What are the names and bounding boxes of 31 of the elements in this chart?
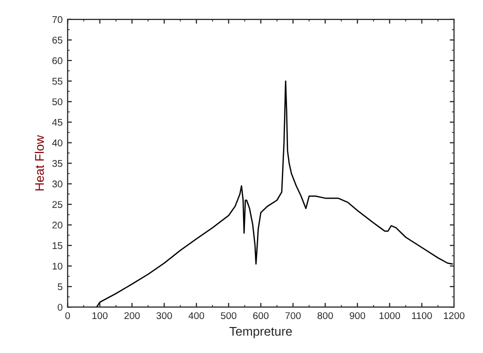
y-tick-label: 70 bbox=[52, 16, 62, 24]
x-tick-label: 600 bbox=[253, 312, 269, 320]
y-tick-label: 10 bbox=[52, 262, 62, 270]
y-tick-label: 25 bbox=[52, 201, 62, 208]
y-tick-label: 65 bbox=[52, 36, 62, 44]
x-axis-title: Tempreture bbox=[229, 327, 292, 338]
x-tick-label: 1000 bbox=[380, 312, 400, 320]
x-tick-label: 500 bbox=[220, 312, 236, 320]
y-tick-label: 20 bbox=[52, 222, 62, 229]
x-tick-label: 300 bbox=[156, 312, 172, 320]
y-tick-label: 60 bbox=[52, 57, 62, 64]
x-tick-label: 1100 bbox=[412, 312, 432, 320]
x-tick-label: 200 bbox=[124, 312, 140, 320]
x-tick-label: 900 bbox=[350, 312, 366, 320]
x-tick-label: 400 bbox=[188, 312, 204, 320]
y-tick-label: 55 bbox=[52, 78, 62, 85]
line-series bbox=[96, 80, 454, 308]
x-tick-label: 0 bbox=[65, 312, 70, 320]
x-tick-label: 700 bbox=[285, 312, 301, 320]
y-tick-label: 30 bbox=[52, 180, 62, 188]
y-tick-label: 0 bbox=[58, 304, 62, 311]
y-tick-label: 40 bbox=[52, 139, 62, 146]
x-tick-label: 100 bbox=[92, 312, 108, 320]
y-axis-title: Heat Flow bbox=[34, 135, 44, 190]
y-tick-label: 35 bbox=[52, 160, 62, 167]
y-tick-label: 50 bbox=[52, 98, 62, 106]
y-tick-label: 5 bbox=[58, 283, 62, 290]
y-tick-label: 45 bbox=[52, 118, 62, 126]
x-tick-label: 800 bbox=[318, 312, 333, 320]
x-tick-label: 1200 bbox=[444, 312, 464, 320]
y-tick-label: 15 bbox=[52, 242, 62, 250]
